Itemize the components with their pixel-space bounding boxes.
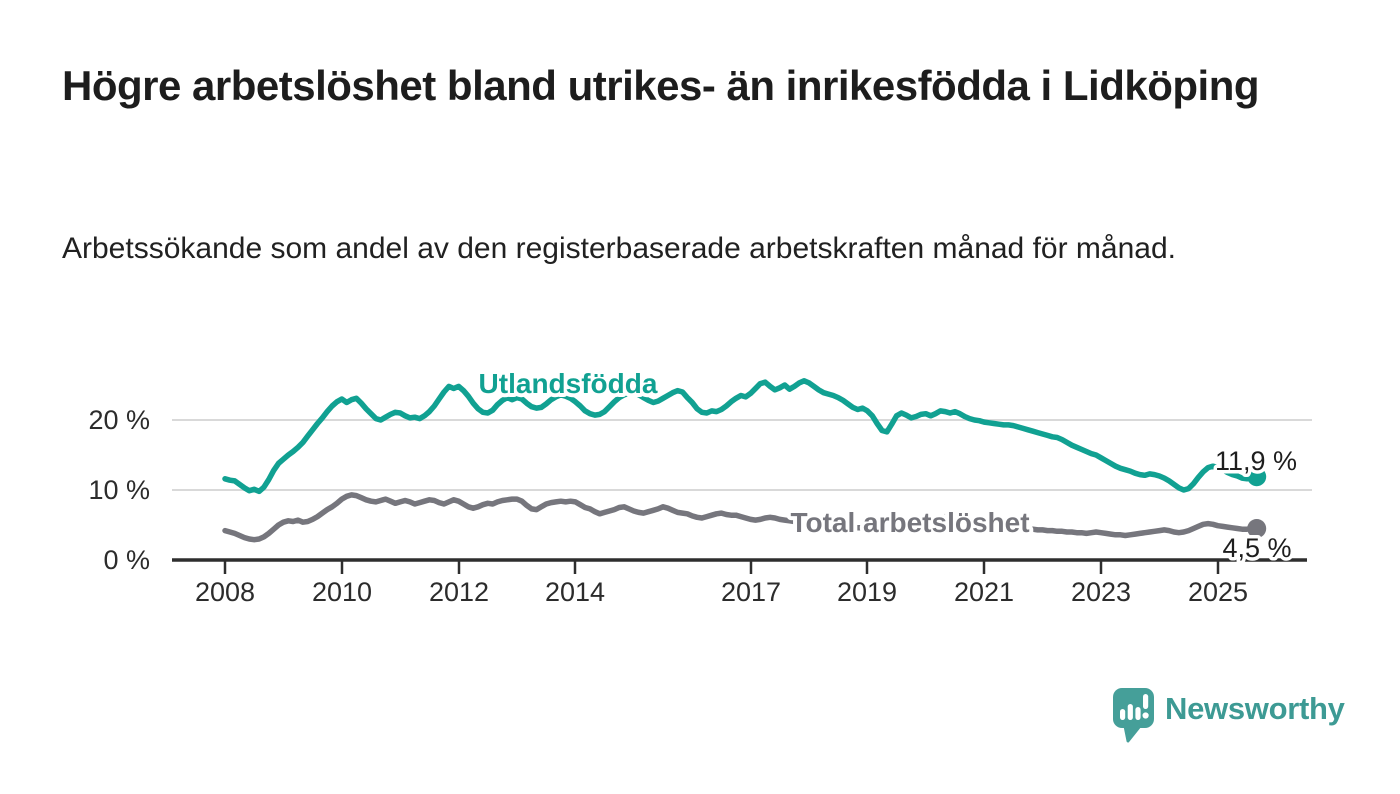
y-tick-10: 10 % [88,475,150,505]
newsworthy-logo: Newsworthy [1113,688,1346,743]
chart-subtitle: Arbetssökande som andel av den registerb… [62,232,1176,265]
x-tick-2014: 2014 [545,577,605,607]
x-axis-labels: 2008 2010 2012 2014 2017 2019 2021 2023 … [195,577,1248,607]
exclamation-bar [1143,694,1149,709]
y-axis-labels: 0 % 10 % 20 % [88,405,150,575]
x-tick-2008: 2008 [195,577,255,607]
series-end-dot-utlandsfodda [1247,467,1267,487]
newsworthy-logo-icon [1113,688,1154,743]
x-tick-2017: 2017 [721,577,781,607]
series-end-dot-total-arbetsloshet [1247,519,1267,538]
series-line-total-arbetsloshet [222,492,1260,543]
x-tick-2025: 2025 [1188,577,1248,607]
gridlines [172,419,1312,491]
newsworthy-logo-text: Newsworthy [1165,691,1346,726]
x-tick-2012: 2012 [429,577,489,607]
bar-chart-bar-2 [1127,704,1133,720]
y-tick-20: 20 % [88,405,150,435]
x-tick-2010: 2010 [312,577,372,607]
series-label-utlandsfodda: Utlandsfödda [479,368,658,399]
y-tick-0: 0 % [103,545,150,575]
bar-chart-bar-1 [1120,709,1126,720]
x-tick-2021: 2021 [954,577,1014,607]
end-value-label-total-arbetsloshet: 4,5 % [1222,533,1291,563]
x-tick-2023: 2023 [1071,577,1131,607]
x-axis [172,558,1307,574]
series-label-total-arbetsloshet: Total arbetslöshet [790,507,1029,538]
page-title: Högre arbetslöshet bland utrikes- än inr… [62,62,1260,109]
bar-chart-bar-3 [1135,707,1141,720]
end-value-label-utlandsfodda: 11,9 % [1215,446,1297,476]
x-tick-2019: 2019 [837,577,897,607]
exclamation-dot [1142,712,1149,719]
series-line-utlandsfodda [222,378,1260,495]
